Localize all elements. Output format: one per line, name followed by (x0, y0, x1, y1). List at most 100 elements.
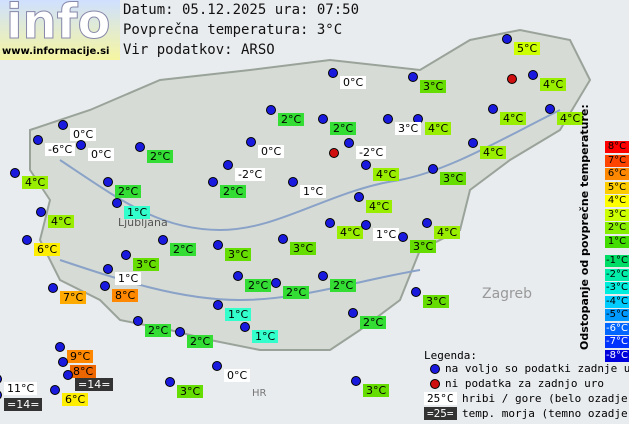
station-dot (112, 198, 122, 208)
date-line: Datum: 05.12.2025 ura: 07:50 (123, 2, 360, 18)
legend-sea-sample: =25= (424, 407, 457, 420)
logo-box: info www.informacije.si (0, 0, 120, 60)
station-temperature: 4°C (366, 200, 393, 213)
station-temperature: 6°C (62, 393, 89, 406)
station-dot (103, 264, 113, 274)
scale-step: 2°C (605, 222, 629, 234)
station-temperature: 3°C (395, 122, 422, 135)
station-temperature: 4°C (373, 168, 400, 181)
station-dot (100, 281, 110, 291)
station-temperature: 4°C (480, 146, 507, 159)
station-temperature: 3°C (133, 258, 160, 271)
station-dot (58, 357, 68, 367)
station-temperature: 1°C (300, 185, 327, 198)
station-dot (288, 177, 298, 187)
legend-title: Legenda: (424, 349, 477, 362)
scale-step: 1°C (605, 235, 629, 248)
station-temperature: 0°C (224, 369, 251, 382)
legend-mountain-sample: 25°C (424, 392, 457, 405)
station-dot (135, 142, 145, 152)
station-temperature: 0°C (88, 148, 115, 161)
scale-step: -6°C (605, 322, 629, 335)
station-temperature: 0°C (70, 128, 97, 141)
station-temperature: 2°C (170, 243, 197, 256)
capital-label: Ljubljana (118, 216, 168, 229)
station-dot (76, 140, 86, 150)
station-dot (213, 240, 223, 250)
station-temperature: 3°C (423, 295, 450, 308)
station-dot (58, 120, 68, 130)
legend-available: na voljo so podatki zadnje ure (445, 362, 629, 375)
station-temperature: 1°C (115, 272, 142, 285)
station-dot (208, 177, 218, 187)
station-temperature: 3°C (290, 242, 317, 255)
station-temperature: 8°C (112, 289, 139, 302)
station-dot (408, 72, 418, 82)
source-line: Vir podatkov: ARSO (123, 42, 275, 58)
station-dot (50, 385, 60, 395)
station-temperature: 3°C (420, 80, 447, 93)
station-temperature: -2°C (356, 146, 387, 159)
scale-step: 4°C (605, 195, 629, 207)
station-dot (361, 160, 371, 170)
station-temperature: 0°C (258, 145, 285, 158)
station-dot (48, 283, 58, 293)
legend-missing: ni podatka za zadnjo uro (445, 377, 604, 390)
station-dot (361, 220, 371, 230)
station-temperature: 4°C (425, 122, 452, 135)
scale-step: -4°C (605, 295, 629, 308)
station-dot (468, 138, 478, 148)
station-temperature: 4°C (48, 215, 75, 228)
station-dot (63, 370, 73, 380)
scale-step: -7°C (605, 336, 629, 348)
legend-mountain: hribi / gore (belo ozadje) (462, 392, 629, 405)
station-dot (411, 287, 421, 297)
station-temperature: 3°C (363, 384, 390, 397)
station-temperature: 1°C (373, 228, 400, 241)
legend-dot-missing (430, 379, 440, 389)
station-temperature: 1°C (252, 330, 279, 343)
station-dot (133, 316, 143, 326)
station-temperature: 11°C (4, 382, 38, 395)
scale-step: -1°C (605, 255, 629, 267)
station-temperature: 2°C (147, 150, 174, 163)
station-temperature: 4°C (557, 112, 584, 125)
logo: info (5, 0, 111, 51)
station-temperature: 2°C (283, 286, 310, 299)
station-dot (213, 300, 223, 310)
station-dot (121, 250, 131, 260)
scale-step: -8°C (605, 349, 629, 362)
station-temperature: -6°C (45, 143, 76, 156)
station-dot (266, 105, 276, 115)
station-dot (351, 376, 361, 386)
country-label: HR (252, 388, 267, 399)
station-dot (348, 308, 358, 318)
station-temperature: 5°C (514, 42, 541, 55)
station-dot (344, 138, 354, 148)
station-temperature: 0°C (340, 76, 367, 89)
scale-step: 3°C (605, 208, 629, 221)
station-temperature: 4°C (500, 112, 527, 125)
station-dot (223, 160, 233, 170)
scale-step: 7°C (605, 154, 629, 167)
station-temperature: 2°C (278, 113, 305, 126)
station-temperature: 2°C (245, 279, 272, 292)
station-dot (158, 235, 168, 245)
station-temperature: =14= (75, 378, 114, 391)
city-label: Zagreb (482, 286, 533, 302)
scale-title: Odstopanje od povprečne temperature: (578, 104, 591, 350)
station-dot (488, 104, 498, 114)
logo-site: www.informacije.si (2, 46, 110, 57)
station-temperature: 9°C (67, 350, 94, 363)
station-dot (398, 232, 408, 242)
station-temperature: 2°C (115, 185, 142, 198)
station-temperature: 8°C (70, 365, 97, 378)
station-temperature: 4°C (22, 176, 49, 189)
station-temperature: 6°C (34, 243, 61, 256)
station-dot (240, 322, 250, 332)
station-dot (428, 164, 438, 174)
legend-sea: temp. morja (temno ozadje) (462, 407, 629, 420)
legend-dot-available (430, 364, 440, 374)
